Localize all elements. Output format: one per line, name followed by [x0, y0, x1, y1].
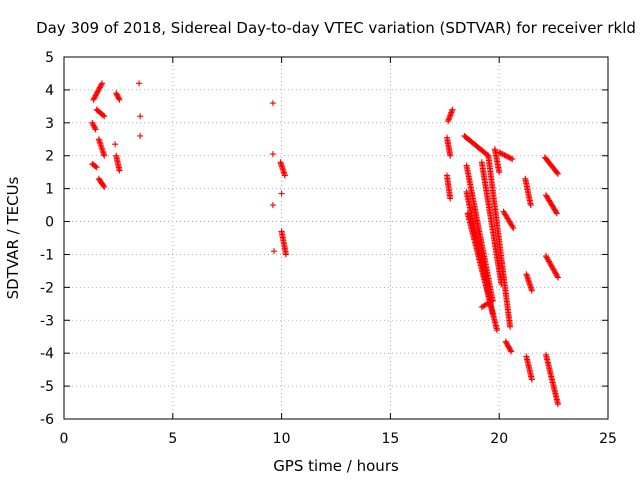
data-point: [554, 401, 561, 408]
data-point: [270, 248, 277, 255]
data-point: [99, 80, 106, 87]
y-axis-label: SDTVAR / TECUs: [4, 176, 22, 299]
data-point: [496, 149, 503, 156]
data-point: [510, 225, 517, 232]
data-point: [497, 150, 504, 157]
x-tick-label: 15: [381, 431, 399, 447]
y-tick-label: -3: [40, 313, 54, 329]
axis-ticks: 0 5 10 15 20 25 -6 -5 -4 -3 -2 -1 0 1 2 3 4 5: [40, 50, 617, 447]
data-point: [282, 251, 289, 258]
chart-title: Day 309 of 2018, Sidereal Day-to-day VTE…: [36, 19, 636, 37]
data-point: [507, 347, 514, 354]
x-tick-label: 20: [490, 431, 508, 447]
data-point: [500, 151, 507, 158]
y-tick-label: 5: [45, 50, 54, 66]
data-point: [92, 163, 99, 170]
data-point: [489, 297, 496, 304]
data-point: [136, 80, 143, 87]
data-point: [269, 151, 276, 158]
y-tick-label: -6: [40, 412, 54, 428]
data-point: [101, 152, 108, 159]
data-point: [554, 273, 561, 280]
data-point: [449, 106, 456, 113]
x-tick-label: 25: [599, 431, 617, 447]
y-tick-label: -1: [40, 247, 54, 263]
data-point: [113, 91, 120, 98]
data-point: [553, 209, 560, 216]
data-point: [281, 172, 288, 179]
data-point: [488, 298, 495, 305]
data-point: [91, 125, 98, 132]
data-point: [98, 81, 105, 88]
data-point: [501, 152, 508, 159]
data-point: [114, 92, 121, 99]
data-point: [269, 100, 276, 107]
data-point: [509, 156, 516, 163]
data-point: [137, 132, 144, 139]
y-tick-label: 3: [45, 116, 54, 132]
data-point: [90, 122, 97, 129]
y-tick-label: -2: [40, 280, 54, 296]
data-point: [89, 119, 96, 126]
data-point: [507, 155, 514, 162]
data-point: [554, 274, 561, 281]
data-point: [115, 94, 122, 101]
data-point: [494, 327, 501, 334]
data-point: [496, 169, 503, 176]
data-point: [92, 126, 99, 133]
data-point: [554, 169, 561, 176]
data-point: [137, 113, 144, 120]
y-tick-label: -4: [40, 346, 54, 362]
plot-frame: [63, 56, 609, 420]
x-tick-label: 0: [60, 431, 69, 447]
data-point: [528, 376, 535, 383]
x-tick-label: 10: [273, 431, 291, 447]
data-point: [101, 183, 108, 190]
data-point: [554, 170, 561, 177]
y-tick-label: 1: [45, 182, 54, 198]
data-point: [100, 112, 107, 119]
data-point: [484, 151, 491, 158]
data-point: [553, 210, 560, 217]
data-point: [101, 113, 108, 120]
data-point: [116, 96, 123, 103]
data-point: [91, 123, 98, 130]
data-point: [93, 164, 100, 171]
data-point: [116, 167, 123, 174]
data-point: [89, 121, 96, 128]
data-point: [498, 150, 505, 157]
data-point: [100, 182, 107, 189]
data-point: [527, 202, 534, 209]
data-point: [504, 153, 511, 160]
data-point: [505, 154, 512, 161]
y-tick-label: 4: [45, 83, 54, 99]
data-point: [447, 152, 454, 159]
x-axis-label: GPS time / hours: [273, 457, 399, 475]
data-point: [509, 223, 516, 230]
data-point: [507, 323, 514, 330]
data-point: [447, 195, 454, 202]
data-point: [506, 154, 513, 161]
y-tick-label: 0: [45, 215, 54, 231]
data-point: [269, 202, 276, 209]
y-tick-label: -5: [40, 379, 54, 395]
data-points: [89, 80, 561, 408]
data-point: [278, 190, 285, 197]
data-point: [508, 348, 515, 355]
data-point: [528, 287, 535, 294]
data-point: [113, 90, 120, 97]
y-tick-label: 2: [45, 149, 54, 165]
data-point: [112, 141, 119, 148]
data-point: [502, 152, 509, 159]
x-tick-label: 5: [168, 431, 177, 447]
data-point: [115, 95, 122, 102]
